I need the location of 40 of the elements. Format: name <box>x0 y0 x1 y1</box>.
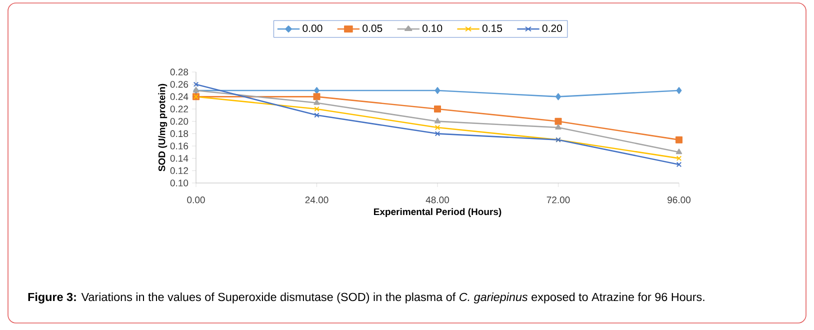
y-tick-label: 0.28 <box>170 68 188 76</box>
point <box>555 124 562 130</box>
point <box>676 87 682 94</box>
y-tick-label: 0.20 <box>170 118 188 125</box>
point <box>314 87 320 94</box>
x-tick-label: 48.00 <box>426 196 450 204</box>
point <box>313 93 320 100</box>
point <box>434 106 441 112</box>
y-tick-label: 0.18 <box>170 130 188 138</box>
x-tick-label: 96.00 <box>668 196 691 204</box>
point <box>434 118 441 124</box>
legend-label: 0.05 <box>362 24 382 32</box>
y-tick-label: 0.26 <box>170 80 188 88</box>
x-tick-label: 24.00 <box>305 196 328 204</box>
x-tick-label: 0.00 <box>187 196 205 204</box>
y-tick-label: 0.22 <box>170 106 188 112</box>
point <box>676 156 682 161</box>
legend-label: 0.10 <box>422 24 442 32</box>
legend-label: 0.15 <box>482 24 502 32</box>
x-axis-title: Experimental Period (Hours) <box>374 208 502 217</box>
text: Figure 3: Variations in the values of Superoxide dismutase (SOD) in the plasma of C. gariepinus exposed to Atrazine for 96 Hours. <box>28 292 704 304</box>
point <box>554 118 562 125</box>
y-tick-label: 0.12 <box>170 167 188 174</box>
point <box>314 106 320 112</box>
y-axis-title: SOD (U/mg protein) <box>158 84 168 172</box>
y-tick-label: 0.16 <box>170 142 188 150</box>
legend-label: 0.20 <box>542 24 562 32</box>
point <box>675 136 682 144</box>
x-tick-label: 72.00 <box>546 196 570 204</box>
legend-label: 0.00 <box>302 24 322 32</box>
y-tick-label: 0.24 <box>170 93 188 100</box>
point <box>434 131 440 136</box>
point <box>434 124 440 130</box>
point <box>314 112 320 118</box>
point <box>555 93 561 100</box>
point <box>676 148 682 154</box>
y-tick-label: 0.10 <box>170 180 188 186</box>
y-tick-label: 0.14 <box>170 154 188 162</box>
point <box>434 87 440 94</box>
point <box>314 99 320 105</box>
